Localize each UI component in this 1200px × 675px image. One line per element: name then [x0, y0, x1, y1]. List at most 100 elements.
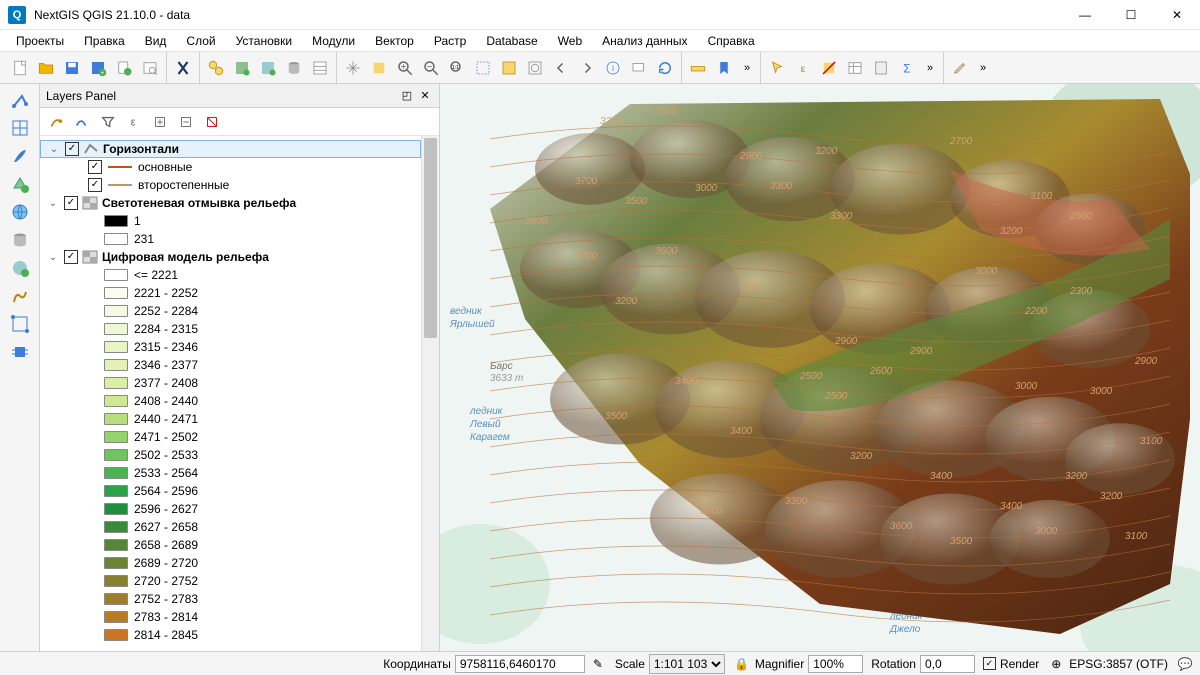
zoom-native-button[interactable]: 1:1 — [445, 56, 469, 80]
zoom-out-button[interactable] — [419, 56, 443, 80]
scale-select[interactable]: 1:101 103 — [649, 654, 725, 674]
new-project-button[interactable] — [8, 56, 32, 80]
layer-class[interactable]: 2814 - 2845 — [40, 626, 421, 644]
deselect-button[interactable] — [817, 56, 841, 80]
refresh-button[interactable] — [653, 56, 677, 80]
render-checkbox[interactable] — [983, 657, 996, 670]
zoom-selection-button[interactable] — [497, 56, 521, 80]
minimize-button[interactable]: — — [1062, 0, 1108, 30]
menu-справка[interactable]: Справка — [698, 32, 765, 50]
layer-class[interactable]: 2471 - 2502 — [40, 428, 421, 446]
rotation-input[interactable] — [920, 655, 975, 673]
layer-class[interactable]: <= 2221 — [40, 266, 421, 284]
layer-class[interactable]: 2658 - 2689 — [40, 536, 421, 554]
menu-правка[interactable]: Правка — [74, 32, 135, 50]
map-tips-button[interactable] — [627, 56, 651, 80]
save-as-button[interactable]: + — [86, 56, 110, 80]
add-wms-button[interactable] — [256, 56, 280, 80]
layer-group[interactable]: ⌄Цифровая модель рельефа — [40, 248, 421, 266]
layer-checkbox[interactable] — [64, 196, 78, 210]
zoom-last-button[interactable] — [549, 56, 573, 80]
select-expr-button[interactable]: ε — [791, 56, 815, 80]
toolbar-overflow-2[interactable]: » — [921, 56, 939, 80]
layer-group[interactable]: ⌄Светотеневая отмывка рельефа — [40, 194, 421, 212]
layer-tree[interactable]: ⌄Горизонталиосновныевторостепенные⌄Свето… — [40, 136, 421, 651]
style-icon[interactable] — [46, 112, 66, 132]
identify-button[interactable]: i — [601, 56, 625, 80]
collapse-icon[interactable] — [176, 112, 196, 132]
crs-icon[interactable]: ⊕ — [1047, 655, 1065, 673]
tree-twisty[interactable]: ⌄ — [46, 252, 60, 263]
layer-class[interactable]: 2689 - 2720 — [40, 554, 421, 572]
menu-проекты[interactable]: Проекты — [6, 32, 74, 50]
menu-растр[interactable]: Растр — [424, 32, 476, 50]
expr-icon[interactable]: ε — [124, 112, 144, 132]
layer-class[interactable]: основные — [40, 158, 421, 176]
rule-checkbox[interactable] — [88, 178, 102, 192]
attr-table-button[interactable] — [843, 56, 867, 80]
curve-icon[interactable] — [72, 112, 92, 132]
menu-database[interactable]: Database — [476, 32, 547, 50]
layer-class[interactable]: 2440 - 2471 — [40, 410, 421, 428]
lock-icon[interactable]: 🔒 — [733, 655, 751, 673]
menu-модули[interactable]: Модули — [302, 32, 365, 50]
toolbar-overflow-3[interactable]: » — [974, 56, 992, 80]
pan-button[interactable] — [341, 56, 365, 80]
layer-class[interactable]: 2315 - 2346 — [40, 338, 421, 356]
magnifier-input[interactable] — [808, 655, 863, 673]
menu-анализ данных[interactable]: Анализ данных — [592, 32, 697, 50]
panel-undock-button[interactable]: ◰ — [399, 88, 415, 104]
layer-class[interactable]: 2377 - 2408 — [40, 374, 421, 392]
open-project-button[interactable] — [34, 56, 58, 80]
field-calc-button[interactable] — [869, 56, 893, 80]
toolbar-overflow-1[interactable]: » — [738, 56, 756, 80]
layer-checkbox[interactable] — [64, 250, 78, 264]
layer-class[interactable]: 2284 - 2315 — [40, 320, 421, 338]
menu-web[interactable]: Web — [548, 32, 592, 50]
zoom-layer-button[interactable] — [523, 56, 547, 80]
layer-class[interactable]: 2627 - 2658 — [40, 518, 421, 536]
wms-icon[interactable] — [6, 256, 34, 280]
add-vector-button[interactable] — [204, 56, 228, 80]
zoom-in-button[interactable] — [393, 56, 417, 80]
edit-toggle-button[interactable] — [948, 56, 972, 80]
new-layer-button[interactable] — [112, 56, 136, 80]
layer-class[interactable]: 2564 - 2596 — [40, 482, 421, 500]
layer-class[interactable]: 231 — [40, 230, 421, 248]
layer-class[interactable]: 2502 - 2533 — [40, 446, 421, 464]
add-db-button[interactable] — [282, 56, 306, 80]
close-button[interactable]: ✕ — [1154, 0, 1200, 30]
grid-icon[interactable] — [6, 116, 34, 140]
menu-слой[interactable]: Слой — [176, 32, 225, 50]
coord-input[interactable] — [455, 655, 585, 673]
rule-checkbox[interactable] — [88, 160, 102, 174]
print-composer-button[interactable] — [138, 56, 162, 80]
panel-close-button[interactable]: ✕ — [417, 88, 433, 104]
maximize-button[interactable]: ☐ — [1108, 0, 1154, 30]
layer-class[interactable]: 2752 - 2783 — [40, 590, 421, 608]
zoom-next-button[interactable] — [575, 56, 599, 80]
layer-class[interactable]: 2221 - 2252 — [40, 284, 421, 302]
panel-scrollbar[interactable] — [421, 136, 439, 651]
menu-вид[interactable]: Вид — [135, 32, 177, 50]
bookmarks-button[interactable] — [712, 56, 736, 80]
remove-icon[interactable] — [202, 112, 222, 132]
measure-button[interactable] — [686, 56, 710, 80]
crs-label[interactable]: EPSG:3857 (OTF) — [1069, 657, 1168, 671]
tree-twisty[interactable]: ⌄ — [46, 198, 60, 209]
save-button[interactable] — [60, 56, 84, 80]
layer-class[interactable]: 2783 - 2814 — [40, 608, 421, 626]
filter-icon[interactable] — [98, 112, 118, 132]
layer-class[interactable]: второстепенные — [40, 176, 421, 194]
layer-class[interactable]: 2533 - 2564 — [40, 464, 421, 482]
nextgis-icon[interactable] — [171, 56, 195, 80]
pan-selection-button[interactable] — [367, 56, 391, 80]
add-raster-button[interactable] — [230, 56, 254, 80]
layer-group[interactable]: ⌄Горизонтали — [40, 140, 421, 158]
polygon-add-icon[interactable] — [6, 172, 34, 196]
layer-class[interactable]: 2252 - 2284 — [40, 302, 421, 320]
map-canvas[interactable]: ведникЯрлышейледникЛевыйКарагемБарс3633 … — [440, 84, 1200, 651]
select-button[interactable] — [765, 56, 789, 80]
layer-class[interactable]: 2596 - 2627 — [40, 500, 421, 518]
node-icon[interactable] — [6, 312, 34, 336]
